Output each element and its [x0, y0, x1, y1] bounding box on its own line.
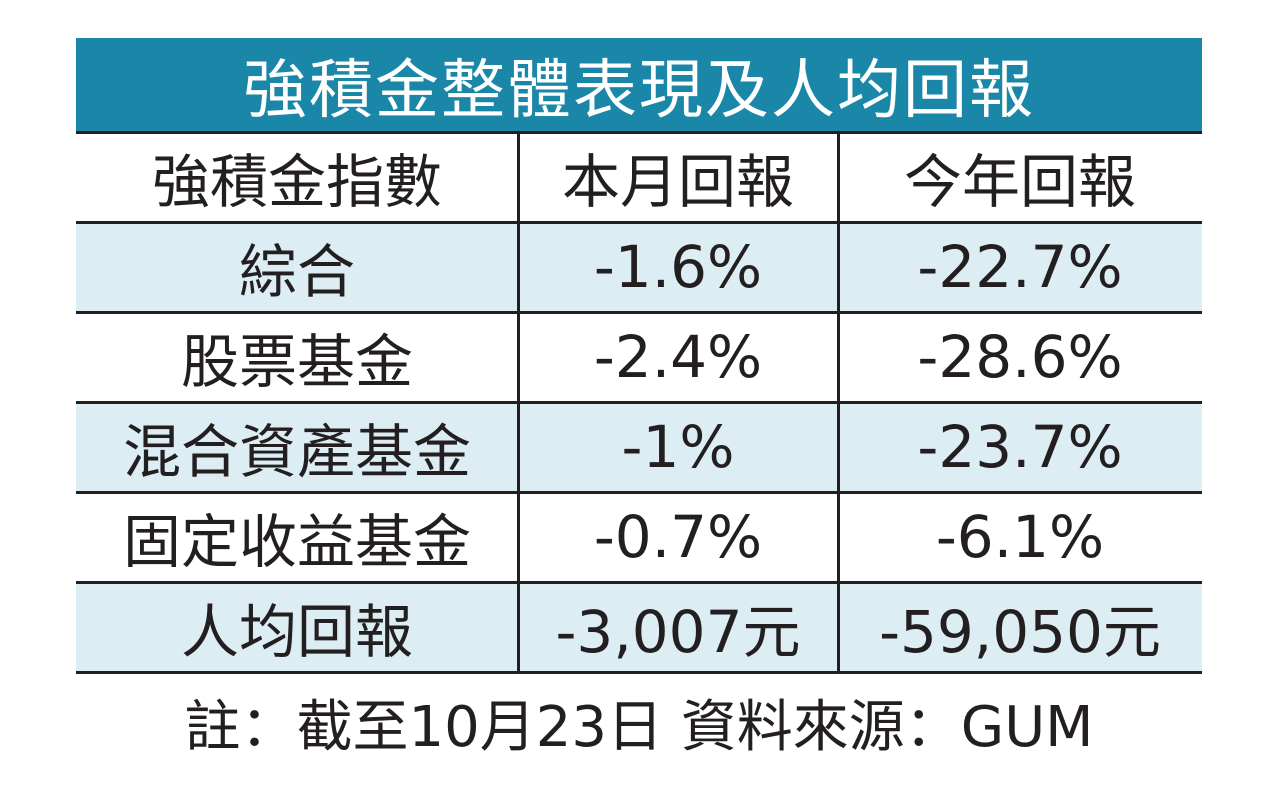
table-cell: -1.6% — [593, 233, 763, 301]
footnote: 註：截至10月23日 資料來源：GUM — [184, 694, 1094, 760]
header-cell: 強積金指數 — [151, 148, 442, 216]
table-cell: -3,007元 — [555, 598, 801, 666]
table-cell: -28.6% — [917, 323, 1123, 391]
row-divider — [76, 581, 1202, 584]
row-divider — [76, 671, 1202, 674]
table-title: 強積金整體表現及人均回報 — [76, 38, 1202, 132]
table-cell: 固定收益基金 — [122, 508, 471, 576]
table-cell: -6.1% — [935, 503, 1105, 571]
table-cell: -23.7% — [917, 413, 1123, 481]
table-cell: 混合資產基金 — [122, 418, 471, 486]
table-cell: -2.4% — [593, 323, 763, 391]
table-cell: -0.7% — [593, 503, 763, 571]
row-background — [76, 222, 1202, 312]
row-divider — [76, 401, 1202, 404]
row-divider — [76, 311, 1202, 314]
table-cell: 人均回報 — [180, 598, 413, 666]
header-cell: 本月回報 — [561, 148, 794, 216]
row-divider — [76, 131, 1202, 134]
table-cell: 股票基金 — [180, 328, 413, 396]
row-divider — [76, 491, 1202, 494]
table-cell: 綜合 — [238, 238, 355, 306]
table-cell: -22.7% — [917, 233, 1123, 301]
row-divider — [76, 221, 1202, 224]
table-cell: -1% — [621, 413, 735, 481]
header-cell: 今年回報 — [903, 148, 1136, 216]
column-divider — [837, 132, 840, 672]
column-divider — [517, 132, 520, 672]
table-cell: -59,050元 — [879, 598, 1161, 666]
row-background — [76, 402, 1202, 492]
row-background — [76, 582, 1202, 672]
